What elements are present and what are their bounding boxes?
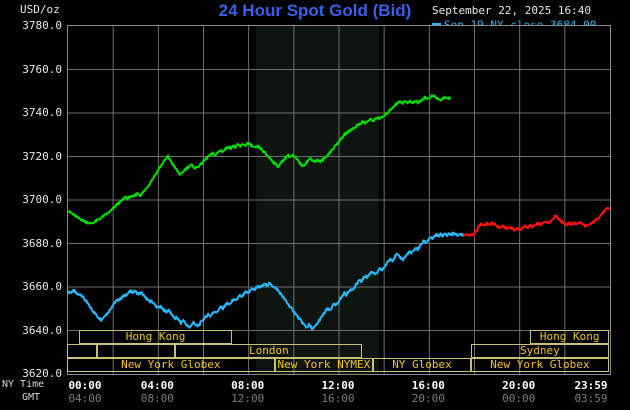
y-axis-tick-label: 3780.0 (22, 19, 62, 32)
x-axis-ny-tick-label: 23:59 (574, 379, 608, 392)
session-label: Hong Kong (539, 330, 600, 343)
session-ny-nymex: New York NYMEX (274, 358, 374, 372)
session-label: Hong Kong (125, 330, 186, 343)
price-line-chart (68, 26, 610, 374)
x-axis-ny-tick-label: 08:00 (231, 379, 265, 392)
gmt-axis-tag: GMT (22, 392, 41, 403)
series-line-sep-19-ny-close (68, 231, 465, 331)
x-axis-ny-tick-label: 20:00 (502, 379, 536, 392)
session-ny-globex-3: New York Globex (470, 358, 609, 372)
session-ny-globex-2: NY Globex (373, 358, 471, 372)
x-axis-ny-tick-label: 04:00 (140, 379, 174, 392)
x-axis-ny-tick-label: 12:00 (321, 379, 355, 392)
session-blank-1 (67, 344, 97, 358)
x-axis-gmt-tick-label: 16:00 (321, 392, 355, 405)
x-axis-gmt-tick-label: 20:00 (411, 392, 445, 405)
y-axis-tick-label: 3660.0 (22, 280, 62, 293)
series-line-sep-22-last (68, 94, 452, 225)
y-axis-unit-label: USD/oz (20, 3, 60, 16)
session-hong-kong-2: Hong Kong (530, 330, 609, 344)
chart-timestamp: September 22, 2025 16:40 (432, 4, 591, 17)
series-line-sep-21-sunday (462, 207, 610, 237)
x-axis-ny-tick-label: 00:00 (68, 379, 102, 392)
x-axis-gmt-tick-label: 00:00 (502, 392, 536, 405)
session-label: New York NYMEX (277, 358, 371, 371)
page-title: 24 Hour Spot Gold (Bid) (218, 1, 412, 20)
y-axis-tick-label: 3740.0 (22, 106, 62, 119)
y-axis-tick-label: 3760.0 (22, 62, 62, 76)
plot-area (67, 25, 611, 375)
x-axis-gmt-tick-label: 04:00 (68, 392, 102, 405)
y-axis-tick-label: 3700.0 (22, 193, 62, 206)
legend-swatch-icon (432, 22, 441, 26)
session-label: New York Globex (121, 358, 221, 371)
session-label: New York Globex (490, 358, 590, 371)
y-axis-tick-label: 3640.0 (22, 323, 62, 337)
session-ny-globex-1: New York Globex (67, 358, 275, 372)
x-axis-ny-tick-label: 16:00 (411, 379, 445, 392)
session-label: London (249, 344, 289, 357)
session-blank-2 (96, 344, 176, 358)
y-axis-tick-label: 3620.0 (22, 367, 62, 380)
x-axis-gmt-tick-label: 12:00 (231, 392, 265, 405)
session-label: Sydney (520, 344, 560, 357)
y-axis-tick-label: 3680.0 (22, 236, 62, 250)
session-london: London (175, 344, 363, 358)
session-sydney: Sydney (470, 344, 609, 358)
session-label: NY Globex (392, 358, 452, 371)
x-axis-gmt-tick-label: 08:00 (140, 392, 174, 405)
session-hong-kong-1: Hong Kong (78, 330, 233, 344)
x-axis-gmt-tick-label: 03:59 (574, 392, 608, 405)
ny-time-axis-tag: NY Time (2, 379, 45, 390)
y-axis-tick-label: 3720.0 (22, 149, 62, 163)
